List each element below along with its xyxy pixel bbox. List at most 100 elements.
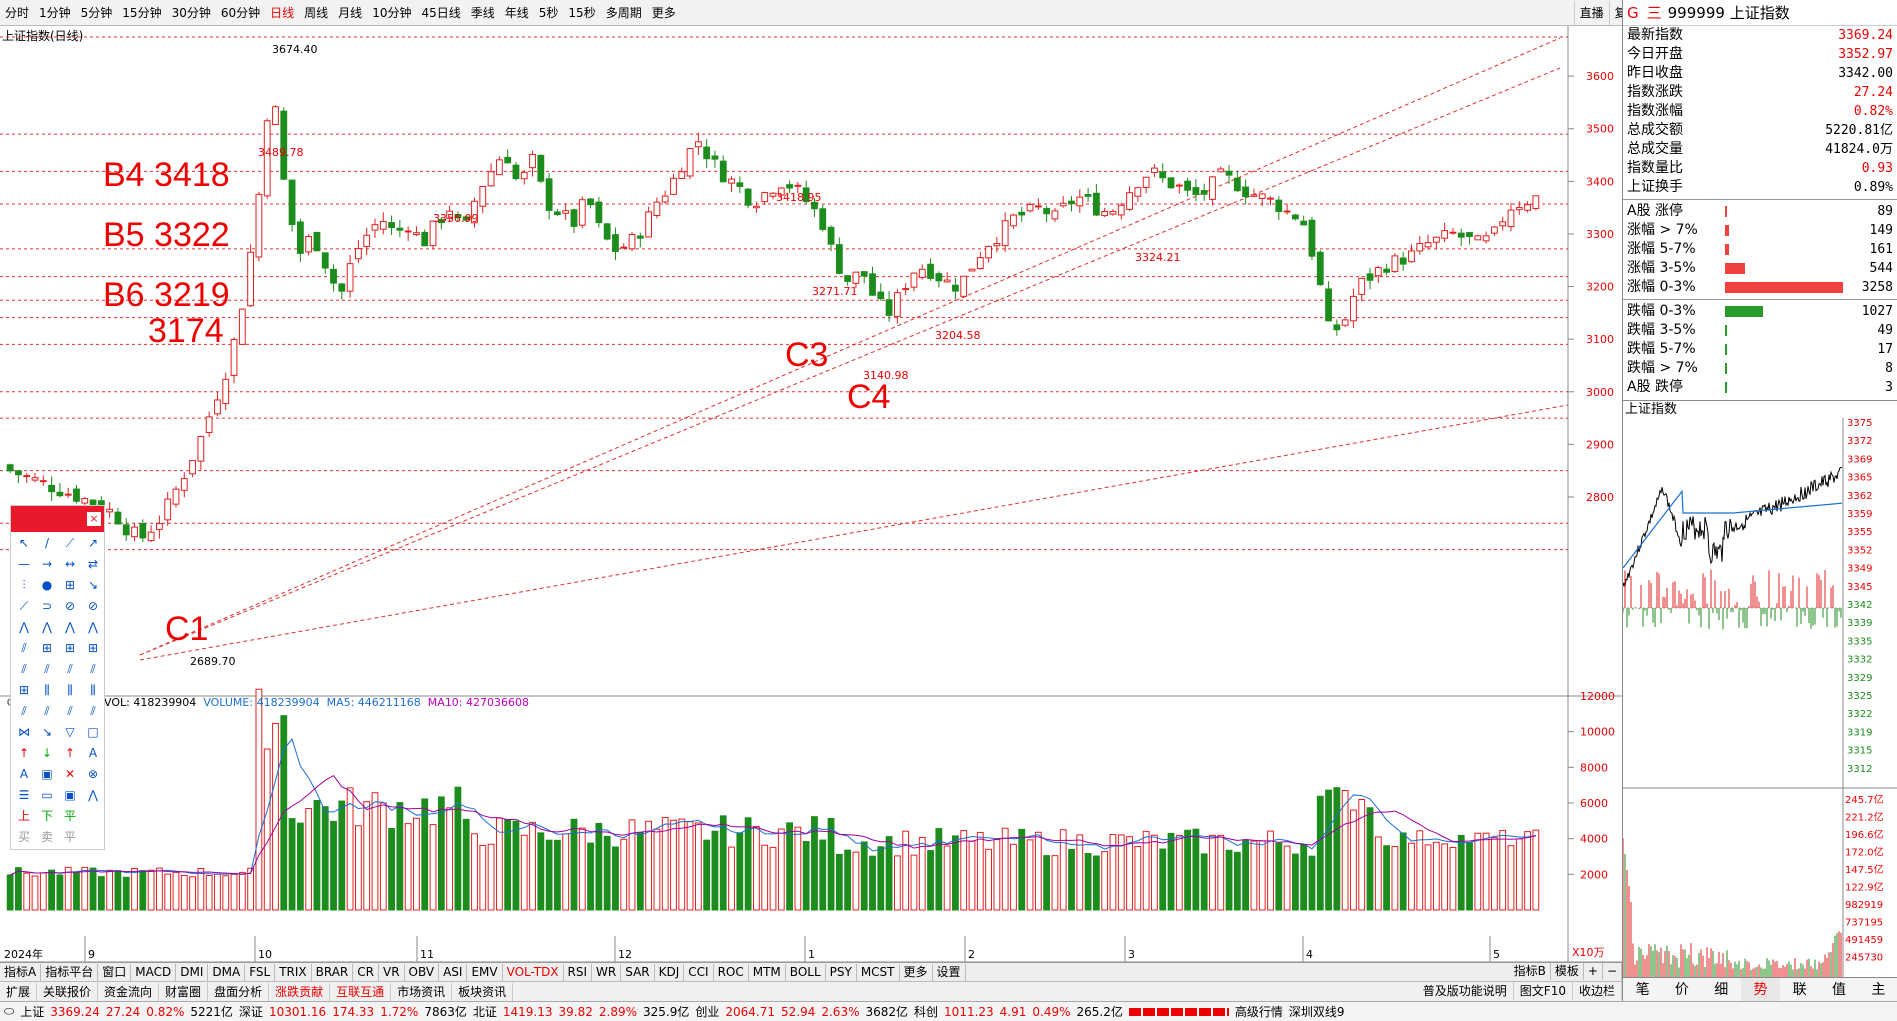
draw-tool-icon[interactable]: ⋀ [42, 620, 52, 634]
period-tab-10[interactable]: 45日线 [421, 5, 461, 20]
info-right-1[interactable]: 图文F10 [1514, 982, 1573, 1000]
draw-tool-icon[interactable]: ⊘ [64, 599, 76, 613]
indicator-tab-11[interactable]: OBV [405, 963, 440, 981]
draw-tool-icon[interactable]: — [18, 557, 30, 571]
indicator-tab-9[interactable]: CR [353, 963, 379, 981]
indicator-tab-6[interactable]: FSL [245, 963, 276, 981]
draw-tool-icon[interactable]: □ [87, 725, 99, 739]
draw-tool-icon[interactable]: ⋀ [19, 620, 29, 634]
draw-tool-icon[interactable]: ↑ [64, 746, 76, 760]
quote-tab-1[interactable]: 价 [1674, 982, 1689, 998]
period-tab-7[interactable]: 周线 [304, 5, 329, 20]
draw-tool-icon[interactable]: ⫼ [90, 683, 96, 697]
draw-tool-icon[interactable]: 卖 [40, 830, 53, 844]
intraday-mini-chart[interactable]: 3375 3372 3369 3365 3362 3359 3355 3352 3349 3345… [1623, 418, 1897, 983]
quote-tab-3[interactable]: 势 [1740, 978, 1781, 1001]
quote-tab-2[interactable]: 细 [1714, 982, 1729, 998]
status-gj[interactable]: 高级行情 [1234, 1005, 1283, 1019]
draw-tool-icon[interactable]: ↗ [87, 536, 99, 550]
draw-tool-icon[interactable]: ⫽ [67, 662, 73, 676]
draw-tool-icon[interactable]: 买 [17, 830, 30, 844]
status-toggle-icon[interactable]: ⬭ [4, 1004, 15, 1018]
indicator-tab-25[interactable]: 更多 [900, 963, 933, 981]
draw-tool-icon[interactable]: ⫽ [90, 704, 96, 718]
draw-tool-icon[interactable]: ⊗ [87, 767, 99, 781]
draw-tool-icon[interactable]: ↑ [18, 746, 30, 760]
quote-g-icon[interactable]: G [1627, 3, 1639, 22]
draw-tool-icon[interactable]: ⫽ [44, 662, 50, 676]
quote-tab-0[interactable]: 笔 [1635, 982, 1650, 998]
draw-tool-icon[interactable]: ⋀ [65, 620, 75, 634]
draw-tool-icon[interactable]: ⫽ [21, 662, 27, 676]
period-tab-11[interactable]: 季线 [470, 5, 495, 20]
indicator-tab-12[interactable]: ASI [439, 963, 468, 981]
period-tab-1[interactable]: 1分钟 [39, 5, 71, 20]
quote-tab-5[interactable]: 值 [1832, 982, 1847, 998]
draw-tool-icon[interactable]: 平 [63, 809, 76, 823]
info-tab-3[interactable]: 财富圈 [159, 982, 209, 1001]
indicator-tab-19[interactable]: CCI [684, 963, 714, 981]
draw-tool-icon[interactable]: ⋈ [18, 725, 30, 739]
draw-tool-icon[interactable]: ⇄ [87, 557, 99, 571]
indicator-tab-15[interactable]: RSI [564, 963, 593, 981]
close-icon[interactable]: × [87, 512, 101, 526]
quote-tab-6[interactable]: 主 [1871, 982, 1886, 998]
draw-tool-icon[interactable]: ⫽ [21, 641, 27, 655]
draw-tool-icon[interactable]: ⊞ [18, 683, 30, 697]
indicator-tab-13[interactable]: EMV [467, 963, 503, 981]
draw-tool-icon[interactable]: 平 [63, 830, 76, 844]
indicator-right-0[interactable]: 指标B [1510, 963, 1551, 980]
indicator-right-1[interactable]: 模板 [1551, 963, 1584, 980]
period-tab-8[interactable]: 月线 [338, 5, 363, 20]
draw-tool-icon[interactable]: ⫽ [90, 662, 96, 676]
draw-tool-icon[interactable]: ⊃ [41, 599, 53, 613]
indicator-tab-4[interactable]: DMI [176, 963, 209, 981]
draw-tool-icon[interactable]: ⫽ [44, 704, 50, 718]
indicator-tab-23[interactable]: PSY [826, 963, 857, 981]
draw-tool-icon[interactable]: A [19, 767, 29, 781]
draw-tool-icon[interactable]: A [88, 746, 98, 760]
draw-tool-icon[interactable]: ⋀ [88, 788, 98, 802]
info-tab-8[interactable]: 板块资讯 [452, 982, 514, 1001]
draw-tool-icon[interactable]: ▽ [65, 725, 75, 739]
draw-tool-icon[interactable]: ↖ [18, 536, 30, 550]
indicator-tab-1[interactable]: 指标平台 [41, 963, 99, 981]
draw-tool-icon[interactable]: ☰ [18, 788, 30, 802]
draw-tool-icon[interactable]: ● [41, 578, 53, 592]
info-tab-5[interactable]: 涨跌贡献 [269, 982, 331, 1001]
draw-tool-icon[interactable]: ⊞ [64, 578, 76, 592]
period-tab-4[interactable]: 30分钟 [171, 5, 211, 20]
period-tab-9[interactable]: 10分钟 [372, 5, 412, 20]
draw-tool-icon[interactable]: ⟋ [19, 599, 29, 613]
indicator-tab-0[interactable]: 指标A [0, 963, 42, 981]
draw-tool-icon[interactable]: ⊘ [87, 599, 99, 613]
indicator-right-3[interactable]: − [1603, 963, 1622, 980]
indicator-tab-14[interactable]: VOL-TDX [503, 963, 564, 981]
draw-tool-icon[interactable] [82, 828, 104, 847]
indicator-tab-24[interactable]: MCST [857, 963, 900, 981]
indicator-tab-16[interactable]: WR [592, 963, 622, 981]
draw-tool-icon[interactable]: 上 [17, 809, 30, 823]
indicator-tab-10[interactable]: VR [379, 963, 405, 981]
draw-tool-icon[interactable]: 下 [40, 809, 53, 823]
info-right-2[interactable]: 收边栏 [1573, 982, 1622, 1000]
info-tab-1[interactable]: 关联报价 [37, 982, 99, 1001]
info-tab-7[interactable]: 市场资讯 [391, 982, 453, 1001]
indicator-tab-26[interactable]: 设置 [933, 963, 966, 981]
period-tab-2[interactable]: 5分钟 [80, 5, 113, 20]
draw-tool-icon[interactable]: ⋀ [88, 620, 98, 634]
draw-tool-icon[interactable]: ⫽ [67, 704, 73, 718]
period-tab-3[interactable]: 15分钟 [122, 5, 162, 20]
draw-tool-icon[interactable]: / [44, 536, 50, 550]
indicator-tab-7[interactable]: TRIX [275, 963, 312, 981]
quote-tab-4[interactable]: 联 [1792, 982, 1807, 998]
draw-tool-icon[interactable]: → [41, 557, 53, 571]
draw-tool-icon[interactable]: ▣ [64, 788, 76, 802]
period-tab-15[interactable]: 多周期 [605, 5, 642, 20]
draw-tool-icon[interactable]: ⟋ [65, 536, 75, 550]
indicator-tab-2[interactable]: 窗口 [98, 963, 132, 981]
indicator-tab-8[interactable]: BRAR [312, 963, 354, 981]
info-tab-4[interactable]: 盘面分析 [208, 982, 270, 1001]
period-tab-14[interactable]: 15秒 [568, 5, 596, 20]
period-tab-16[interactable]: 更多 [651, 5, 676, 20]
